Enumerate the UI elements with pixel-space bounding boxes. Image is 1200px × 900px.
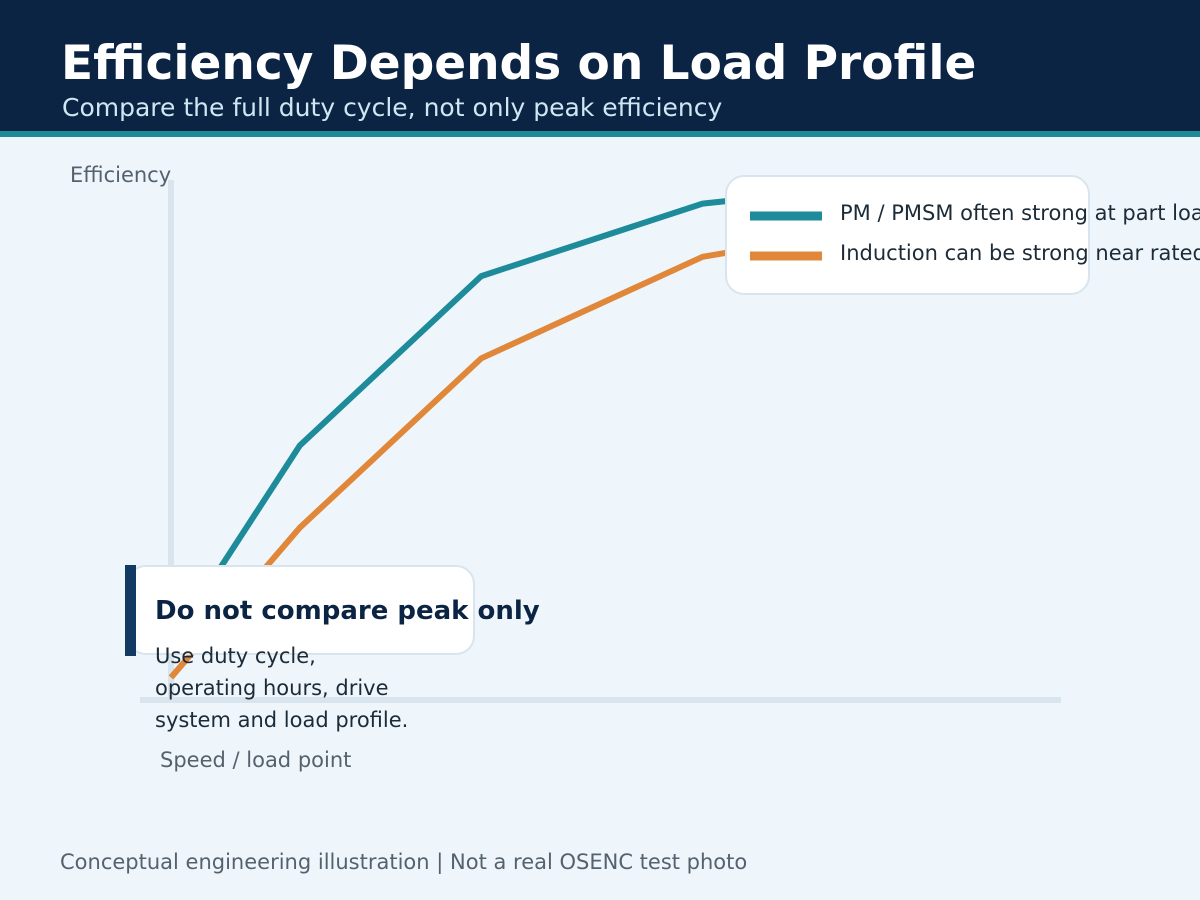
page-subtitle: Compare the full duty cycle, not only pe… <box>62 93 723 122</box>
callout-line-3: system and load profile. <box>155 708 408 732</box>
legend-label-pm: PM / PMSM often strong at part load <box>840 201 1200 225</box>
legend-box <box>725 175 1090 295</box>
header-banner <box>0 0 1200 131</box>
page-title: Efficiency Depends on Load Profile <box>61 36 977 91</box>
callout-title: Do not compare peak only <box>155 596 540 626</box>
callout-accent-bar <box>125 565 136 656</box>
callout-line-1: Use duty cycle, <box>155 644 316 668</box>
y-axis-label: Efficiency <box>70 163 171 187</box>
legend-label-induction: Induction can be strong near rated load <box>840 241 1200 265</box>
x-axis-label: Speed / load point <box>160 748 351 772</box>
footer-note: Conceptual engineering illustration | No… <box>60 850 748 874</box>
header-accent-stripe <box>0 131 1200 137</box>
callout-line-2: operating hours, drive <box>155 676 389 700</box>
